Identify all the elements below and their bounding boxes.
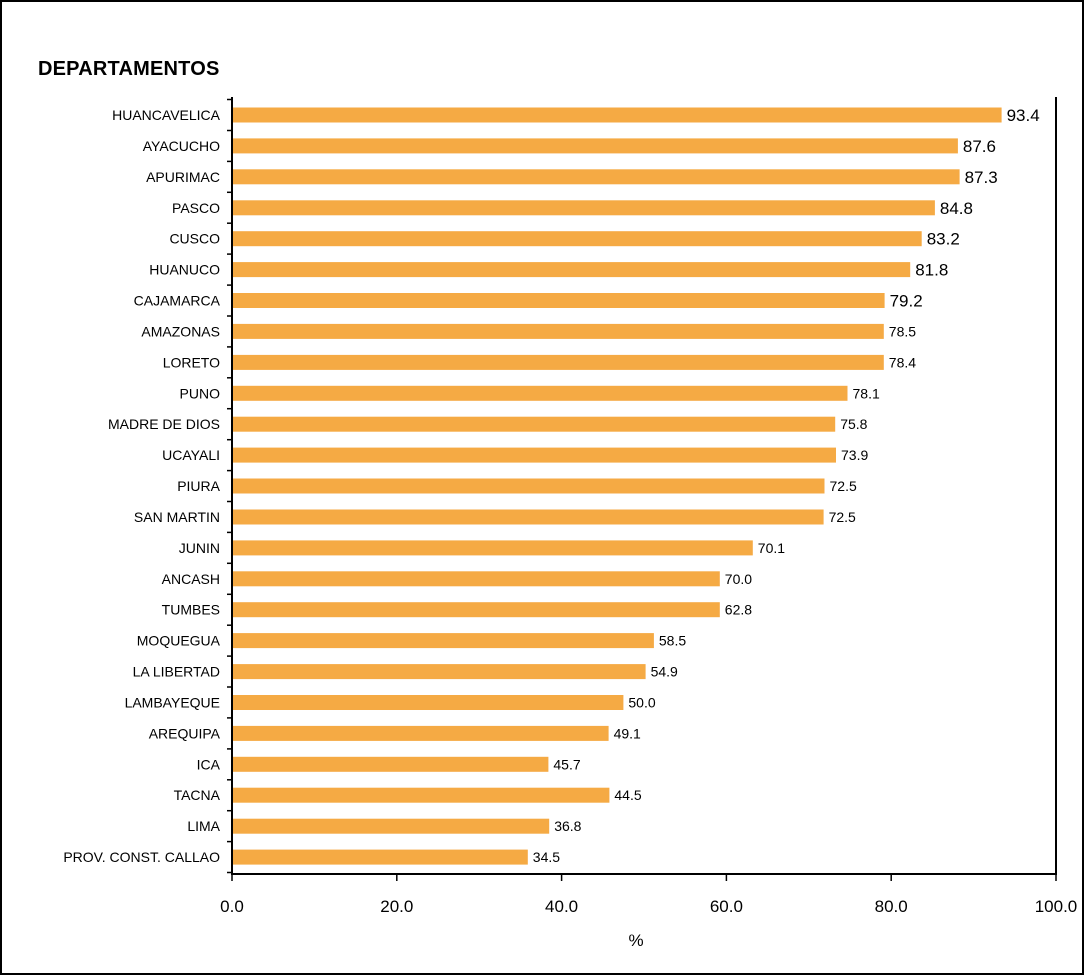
x-axis-title: % <box>628 931 643 950</box>
category-label: CAJAMARCA <box>134 293 221 309</box>
bar <box>232 571 720 587</box>
bar <box>232 849 528 865</box>
category-label: LAMBAYEQUE <box>125 695 220 711</box>
bar <box>232 509 824 525</box>
value-label: 54.9 <box>651 664 678 680</box>
x-tick-label: 60.0 <box>710 897 743 916</box>
category-label: AMAZONAS <box>141 323 220 339</box>
x-tick-label: 100.0 <box>1035 897 1078 916</box>
bar <box>232 416 836 432</box>
x-tick-label: 80.0 <box>875 897 908 916</box>
x-tick-label: 40.0 <box>545 897 578 916</box>
value-label: 83.2 <box>927 230 960 249</box>
bar <box>232 231 922 247</box>
category-label: PASCO <box>172 200 220 216</box>
category-label: CUSCO <box>169 231 220 247</box>
value-label: 36.8 <box>554 818 581 834</box>
value-label: 78.1 <box>853 385 880 401</box>
chart-title: DEPARTAMENTOS <box>38 58 220 80</box>
category-label: LA LIBERTAD <box>133 664 220 680</box>
value-label: 84.8 <box>940 199 973 218</box>
category-label: ANCASH <box>162 571 220 587</box>
category-label: TUMBES <box>162 602 220 618</box>
category-label: HUANCAVELICA <box>112 107 221 123</box>
value-label: 93.4 <box>1007 106 1040 125</box>
bar <box>232 725 609 741</box>
value-label: 73.9 <box>841 447 868 463</box>
category-label: MOQUEGUA <box>137 633 221 649</box>
value-label: 50.0 <box>628 695 655 711</box>
category-label: AYACUCHO <box>143 138 220 154</box>
value-label: 79.2 <box>890 292 923 311</box>
category-label: APURIMAC <box>146 169 220 185</box>
bar <box>232 787 610 803</box>
value-label: 70.1 <box>758 540 785 556</box>
bar <box>232 818 550 834</box>
x-tick-label: 20.0 <box>380 897 413 916</box>
category-label: LORETO <box>163 354 220 370</box>
bar <box>232 262 911 278</box>
category-label: PUNO <box>180 385 221 401</box>
bar <box>232 756 549 772</box>
value-label: 34.5 <box>533 849 560 865</box>
category-label: AREQUIPA <box>149 725 221 741</box>
value-label: 87.3 <box>965 168 998 187</box>
bar <box>232 385 848 401</box>
category-label: PROV. CONST. CALLAO <box>63 849 220 865</box>
bar <box>232 354 884 370</box>
bar <box>232 664 646 680</box>
category-label: ICA <box>197 756 221 772</box>
bar <box>232 200 935 216</box>
bar <box>232 695 624 710</box>
bar <box>232 293 885 308</box>
value-label: 75.8 <box>840 416 867 432</box>
value-label: 87.6 <box>963 137 996 156</box>
value-label: 81.8 <box>915 261 948 280</box>
category-label: UCAYALI <box>162 447 220 463</box>
value-label: 44.5 <box>614 787 641 803</box>
category-label: TACNA <box>174 787 221 803</box>
category-label: HUANUCO <box>149 262 220 278</box>
bar <box>232 447 836 463</box>
x-tick-label: 0.0 <box>220 897 244 916</box>
bar <box>232 169 960 185</box>
value-label: 70.0 <box>725 571 752 587</box>
bar <box>232 633 654 649</box>
value-label: 72.5 <box>830 478 857 494</box>
bar <box>232 323 884 339</box>
bar <box>232 138 958 154</box>
bar <box>232 540 753 556</box>
bar <box>232 602 720 618</box>
value-label: 78.5 <box>889 323 916 339</box>
category-label: JUNIN <box>179 540 220 556</box>
value-label: 45.7 <box>553 756 580 772</box>
value-label: 78.4 <box>889 354 916 370</box>
category-label: PIURA <box>177 478 220 494</box>
value-label: 58.5 <box>659 633 686 649</box>
value-label: 72.5 <box>829 509 856 525</box>
category-label: LIMA <box>187 818 220 834</box>
category-label: MADRE DE DIOS <box>108 416 220 432</box>
bar <box>232 478 825 494</box>
bar <box>232 107 1002 123</box>
category-label: SAN MARTIN <box>134 509 220 525</box>
value-label: 49.1 <box>614 725 641 741</box>
value-label: 62.8 <box>725 602 752 618</box>
